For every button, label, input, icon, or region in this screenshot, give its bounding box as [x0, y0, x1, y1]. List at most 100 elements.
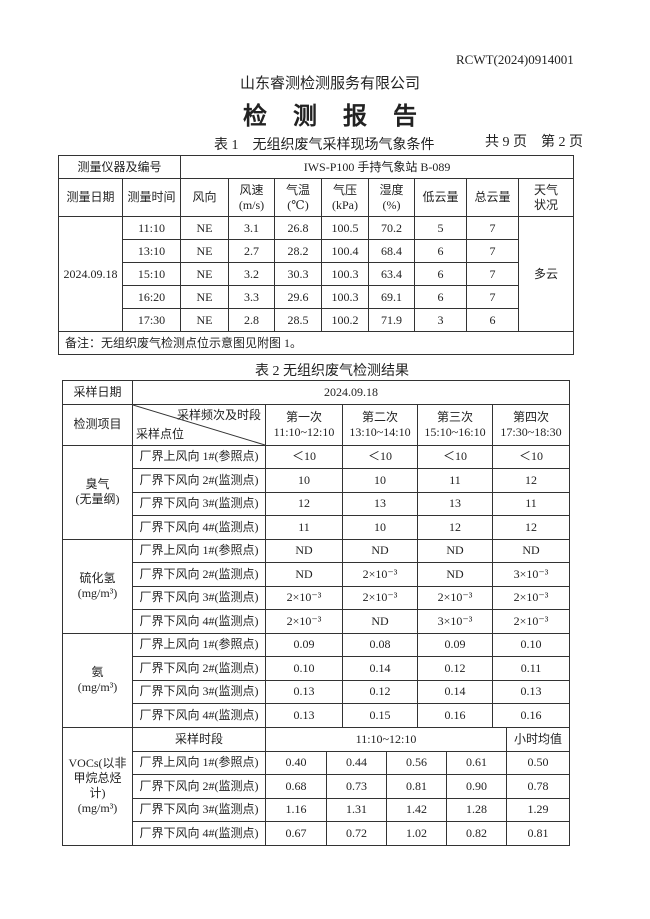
- data-cell: 7: [466, 216, 520, 240]
- table-row: 厂界下风向 2#(监测点) ND 2×10⁻³ ND 3×10⁻³: [63, 562, 570, 587]
- table1-caption: 表 1 无组织废气采样现场气象条件: [214, 138, 435, 153]
- data-cell: 100.3: [321, 285, 370, 309]
- value-cell: 0.68: [265, 774, 327, 799]
- value-cell: 0.72: [326, 821, 387, 846]
- data-cell: 68.4: [368, 239, 416, 263]
- value-cell: 0.12: [417, 656, 493, 681]
- value-cell: 0.14: [417, 679, 493, 704]
- value-cell: 0.08: [342, 632, 418, 657]
- header-row: 测量日期 测量时间 风向 风速 (m/s) 气温 (℃) 气压 (kPa) 湿度 (%) 低云…: [58, 178, 575, 217]
- point-cell: 厂界下风向 3#(监测点): [132, 491, 266, 516]
- round-header: 第一次 11:10~12:10: [265, 403, 343, 446]
- value-cell: 3×10⁻³: [492, 562, 570, 587]
- data-cell: 7: [466, 262, 520, 286]
- date-cell: 2024.09.18: [58, 216, 123, 332]
- round-name: 第一次: [285, 409, 322, 424]
- point-cell: 厂界下风向 4#(监测点): [132, 821, 266, 846]
- value-cell: 2×10⁻³: [417, 585, 493, 610]
- item-cell: 臭气 (无量纲): [62, 444, 133, 540]
- round-time: 15:10~16:10: [424, 424, 486, 439]
- page-indicator: 共 9 页第 2 页: [485, 131, 597, 151]
- instrument-row: 测量仪器及编号 IWS-P100 手持气象站 B-089: [57, 155, 575, 179]
- point-cell: 厂界上风向 1#(参照点): [132, 444, 266, 469]
- value-cell: 11: [417, 468, 493, 493]
- column-header: 风向: [180, 178, 230, 217]
- value-cell: ND: [417, 562, 493, 587]
- value-cell: 0.15: [342, 703, 418, 728]
- data-cell: 100.4: [321, 239, 370, 263]
- data-cell: 17:30: [121, 308, 182, 332]
- report-title: 检 测 报 告: [243, 104, 427, 130]
- value-cell: 10: [342, 468, 418, 493]
- data-cell: 6: [414, 262, 468, 286]
- value-cell: 0.16: [417, 703, 493, 728]
- value-cell: 0.82: [445, 821, 508, 846]
- value-cell: ND: [342, 538, 418, 563]
- data-cell: 11:10: [121, 216, 182, 240]
- data-cell: 6: [414, 285, 468, 309]
- table-row: 臭气 (无量纲) 厂界上风向 1#(参照点) ＜10 ＜10 ＜10 ＜10: [62, 444, 570, 540]
- table-row: 15:10 NE 3.2 30.3 100.3 63.4 6 7: [59, 262, 574, 286]
- data-cell: NE: [180, 239, 230, 263]
- value-cell: ＜10: [265, 444, 343, 469]
- value-cell: 2×10⁻³: [265, 609, 343, 634]
- value-cell: 0.61: [445, 750, 508, 775]
- data-cell: 100.2: [321, 308, 370, 332]
- report-number: RCWT(2024)0914001: [456, 52, 574, 67]
- column-header: 低云量: [414, 178, 468, 217]
- data-cell: 6: [414, 239, 468, 263]
- value-cell: ND: [265, 538, 343, 563]
- table-row: 厂界下风向 2#(监测点) 0.68 0.73 0.81 0.90 0.78: [63, 774, 571, 799]
- table2-caption: 表 2 无组织废气检测结果: [255, 364, 409, 379]
- data-cell: 3.1: [228, 216, 276, 240]
- table-row: 厂界下风向 3#(监测点) 0.13 0.12 0.14 0.13: [63, 679, 570, 704]
- data-cell: 2.7: [228, 239, 276, 263]
- value-cell: 2×10⁻³: [342, 585, 418, 610]
- item-cell: 硫化氢 (mg/m³): [62, 538, 133, 634]
- item-cell: 氨 (mg/m³): [62, 632, 133, 728]
- table-row: 13:10 NE 2.7 28.2 100.4 68.4 6 7: [59, 239, 574, 263]
- table-row: 硫化氢 (mg/m³) 厂界上风向 1#(参照点) ND ND ND ND: [62, 538, 570, 634]
- column-header: 湿度 (%): [368, 178, 416, 217]
- data-cell: 13:10: [121, 239, 182, 263]
- value-cell: ND: [417, 538, 493, 563]
- item-name: 臭气: [85, 477, 110, 491]
- data-cell: NE: [180, 308, 230, 332]
- value-cell: 12: [492, 468, 570, 493]
- point-cell: 厂界上风向 1#(参照点): [132, 632, 266, 657]
- table-row: 厂界下风向 4#(监测点) 11 10 12 12: [63, 515, 570, 540]
- hourly-avg-cell: 1.29: [506, 797, 571, 822]
- data-cell: 28.5: [274, 308, 323, 332]
- diagonal-header: 采样频次及时段 采样点位: [132, 403, 266, 446]
- data-cell: 5: [414, 216, 468, 240]
- value-cell: 0.12: [342, 679, 418, 704]
- round-name: 第二次: [361, 409, 398, 424]
- header-row: 检测项目 采样频次及时段 采样点位 第一次 11:10~12:10 第二次 13:10~14…: [62, 403, 570, 446]
- data-cell: 69.1: [368, 285, 416, 309]
- sampling-date-value: 2024.09.18: [132, 380, 570, 405]
- weather-conditions-table: 测量仪器及编号 IWS-P100 手持气象站 B-089 测量日期 测量时间 风向 风速 …: [57, 155, 575, 355]
- point-cell: 厂界下风向 3#(监测点): [132, 585, 266, 610]
- data-cell: 70.2: [368, 216, 416, 240]
- column-header: 天气 状况: [518, 178, 575, 217]
- value-cell: 2×10⁻³: [492, 609, 570, 634]
- value-cell: 0.14: [342, 656, 418, 681]
- item-unit: (mg/m³): [77, 680, 118, 694]
- data-cell: 16:20: [121, 285, 182, 309]
- point-cell: 厂界下风向 2#(监测点): [132, 656, 266, 681]
- value-cell: 13: [417, 491, 493, 516]
- table-row: 厂界下风向 4#(监测点) 2×10⁻³ ND 3×10⁻³ 2×10⁻³: [63, 609, 570, 634]
- value-cell: 0.44: [326, 750, 387, 775]
- table-row: 16:20 NE 3.3 29.6 100.3 69.1 6 7: [59, 285, 574, 309]
- data-cell: 3: [414, 308, 468, 332]
- hourly-avg-cell: 0.81: [506, 821, 571, 846]
- value-cell: 0.13: [265, 679, 343, 704]
- value-cell: 0.09: [417, 632, 493, 657]
- data-cell: NE: [180, 216, 230, 240]
- data-cell: 2.8: [228, 308, 276, 332]
- column-header: 总云量: [466, 178, 520, 217]
- column-header: 测量日期: [58, 178, 123, 217]
- table-row: 厂界下风向 2#(监测点) 10 10 11 12: [63, 468, 570, 493]
- value-cell: ＜10: [342, 444, 418, 469]
- column-header: 测量时间: [121, 178, 182, 217]
